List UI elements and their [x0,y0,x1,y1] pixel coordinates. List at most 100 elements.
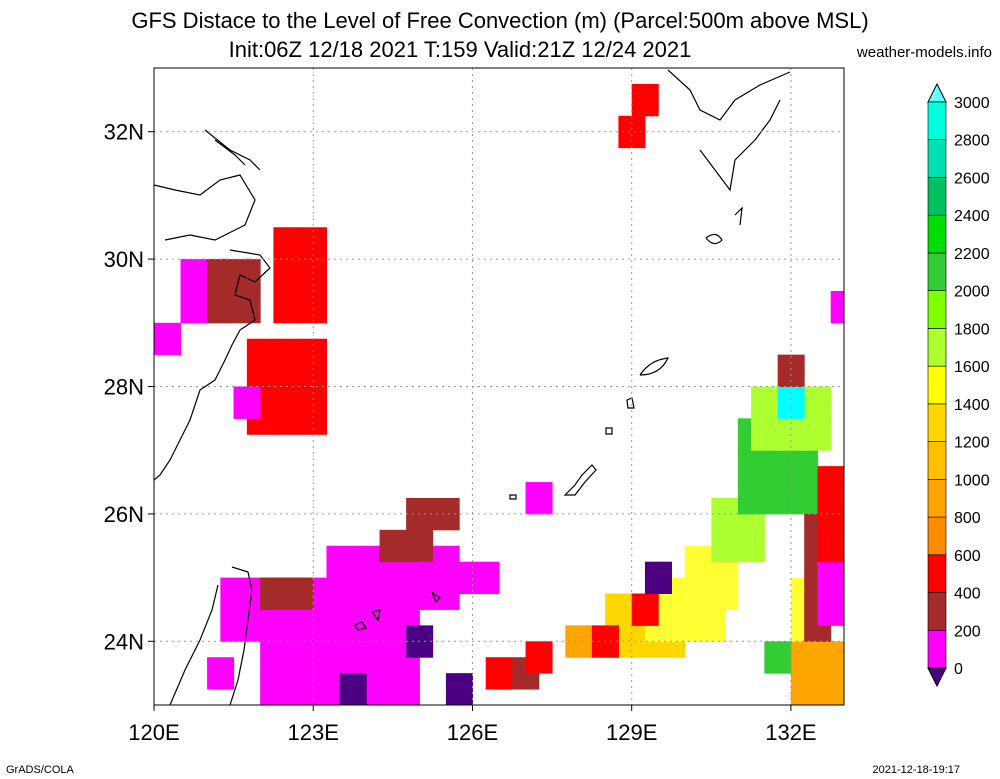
field-cell [817,641,844,674]
colorbar-swatch [927,177,947,216]
colorbar-label: 2800 [954,133,990,150]
field-cell [260,577,288,610]
field-cell [684,577,712,610]
field-cell [684,545,712,579]
lon-tick-label: 129E [606,720,657,745]
lon-tick-label: 123E [288,720,339,745]
field-cell [419,561,447,595]
field-cell [737,482,765,515]
field-cell [698,609,726,642]
field-cell [207,657,235,690]
field-cell [392,673,420,705]
field-cell [764,450,792,483]
field-cell [353,577,381,610]
lat-tick-label: 30N [104,247,144,272]
field-cell [379,577,407,610]
colorbar-swatch [927,252,947,291]
field-cell [220,609,248,642]
field-cell [790,673,818,705]
field-cell [817,561,844,595]
colorbar-label: 800 [954,510,981,527]
field-cell [353,545,381,579]
field-cell [790,482,818,515]
field-cell [273,290,301,324]
chart-subtitle: Init:06Z 12/18 2021 T:159 Valid:21Z 12/2… [228,37,692,62]
field-cell [246,338,274,372]
field-cell [751,386,779,419]
field-cell [233,259,261,292]
field-cell [299,338,327,372]
kyushu-islands [639,206,743,376]
field-cell [299,259,327,292]
field-cell [313,641,341,674]
field-cell [180,259,208,292]
field-cell [313,609,341,642]
field-cell [180,290,208,324]
field-cell [260,673,288,705]
colorbar-top-arrow [927,82,947,103]
colorbar-label: 600 [954,548,981,565]
colorbar-label: 1200 [954,435,990,452]
colorbar-swatch [927,554,947,593]
colorbar-label: 400 [954,586,981,603]
field-cell [525,482,553,515]
field-cell [286,577,314,610]
colorbar-label: 0 [954,661,963,678]
field-cell [817,673,844,705]
colorbar-label: 1400 [954,397,990,414]
field-cell [207,259,235,292]
field-cell [790,641,818,674]
colorbar-label: 3000 [954,95,990,112]
generation-timestamp: 2021-12-18-19:17 [872,764,960,776]
colorbar-label: 1600 [954,359,990,376]
field-cell [220,577,248,610]
colorbar-swatch [927,592,947,631]
field-cell [777,386,805,419]
field-cell [326,545,354,579]
field-cell [299,290,327,324]
field-cell [764,641,792,674]
coastlines [154,69,791,705]
field-cell [286,609,314,642]
field-cell [711,577,739,610]
field-cell [817,593,844,626]
field-cell [711,529,739,563]
colorbar-swatch [927,516,947,556]
field-cell [671,609,699,642]
colorbar-swatch [927,629,947,669]
field-cell [339,609,367,642]
field-cell [525,641,553,674]
field-cell [817,529,844,563]
field-cell [339,673,367,705]
colorbar-swatch [927,328,947,367]
field-cell [631,83,659,117]
field-cell [605,593,633,626]
field-cell [260,641,288,674]
field-cell [313,673,341,705]
field-cell [154,322,182,356]
field-cell [830,290,844,324]
field-cell [233,386,261,419]
field-cell [804,418,832,451]
field-cell [246,609,274,642]
lon-tick-label: 120E [128,720,179,745]
korea-japan-coast [667,69,791,192]
colorbar-label: 2000 [954,284,990,301]
colorbar-label: 1800 [954,321,990,338]
field-cell [273,227,301,260]
colorbar-label: 2400 [954,208,990,225]
grads-credit: GrADS/COLA [6,764,74,776]
site-credit: weather-models.info [856,44,992,61]
field-cell [777,354,805,387]
field-cell [379,529,407,563]
map-gridlines [154,68,844,705]
field-cell [207,290,235,324]
field-cell [644,561,672,595]
lat-tick-label: 24N [104,629,144,654]
field-cell [445,673,473,705]
ryukyu-islands [354,397,635,631]
field-cell [631,593,659,626]
convection-field [154,83,844,705]
colorbar-swatch [927,101,947,141]
